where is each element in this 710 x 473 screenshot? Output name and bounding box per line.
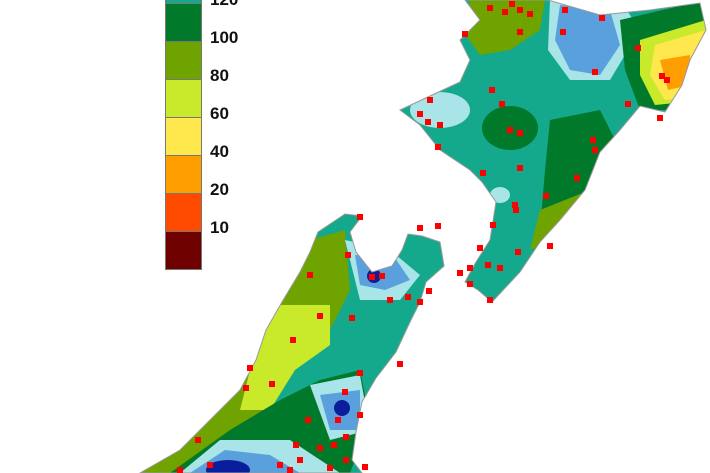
station-marker [592, 69, 598, 75]
station-marker [397, 361, 403, 367]
station-marker [664, 77, 670, 83]
station-marker [467, 281, 473, 287]
station-marker [417, 299, 423, 305]
station-marker [517, 165, 523, 171]
station-marker [467, 265, 473, 271]
station-marker [560, 29, 566, 35]
station-marker [369, 274, 375, 280]
station-marker [362, 464, 368, 470]
legend-swatch [165, 42, 202, 80]
station-marker [489, 87, 495, 93]
station-marker [177, 467, 183, 473]
station-markers [177, 1, 670, 473]
station-marker [426, 288, 432, 294]
station-marker [287, 467, 293, 473]
station-marker [387, 297, 393, 303]
station-marker [509, 1, 515, 7]
station-marker [343, 457, 349, 463]
station-marker [427, 97, 433, 103]
station-marker [562, 7, 568, 13]
legend-swatch [165, 80, 202, 118]
legend-swatch [165, 4, 202, 42]
station-marker [512, 202, 518, 208]
station-marker [515, 249, 521, 255]
station-marker [462, 31, 468, 37]
legend-label: 40 [210, 142, 229, 161]
legend-label: 100 [210, 28, 239, 47]
station-marker [480, 170, 486, 176]
station-marker [599, 15, 605, 21]
station-marker [547, 243, 553, 249]
station-marker [435, 223, 441, 229]
station-marker [625, 101, 631, 107]
station-marker [517, 130, 523, 136]
station-marker [592, 147, 598, 153]
station-marker [517, 29, 523, 35]
station-marker [317, 313, 323, 319]
legend-label: 60 [210, 104, 229, 123]
station-marker [477, 245, 483, 251]
station-marker [269, 381, 275, 387]
station-marker [357, 214, 363, 220]
legend: 120 100 80 60 40 20 10 [165, 0, 238, 270]
station-marker [243, 385, 249, 391]
legend-swatch-top [165, 0, 202, 4]
station-marker [507, 127, 513, 133]
station-marker [490, 222, 496, 228]
station-marker [349, 315, 355, 321]
legend-swatch [165, 194, 202, 232]
station-marker [497, 265, 503, 271]
station-marker [574, 175, 580, 181]
station-marker [543, 193, 549, 199]
station-marker [357, 412, 363, 418]
station-marker [417, 225, 423, 231]
station-marker [343, 434, 349, 440]
legend-label: 80 [210, 66, 229, 85]
station-marker [379, 273, 385, 279]
station-marker [345, 252, 351, 258]
station-marker [437, 122, 443, 128]
station-marker [659, 73, 665, 79]
station-marker [293, 442, 299, 448]
station-marker [485, 262, 491, 268]
station-marker [425, 119, 431, 125]
station-marker [517, 7, 523, 13]
legend-label: 120 [210, 0, 238, 10]
station-marker [307, 272, 313, 278]
station-marker [499, 101, 505, 107]
station-marker [335, 417, 341, 423]
station-marker [297, 457, 303, 463]
station-marker [405, 294, 411, 300]
station-marker [527, 11, 533, 17]
station-marker [327, 465, 333, 471]
station-marker [435, 144, 441, 150]
station-marker [635, 45, 641, 51]
station-marker [590, 137, 596, 143]
station-marker [207, 462, 213, 468]
station-marker [487, 5, 493, 11]
station-marker [331, 442, 337, 448]
station-marker [457, 270, 463, 276]
legend-swatch [165, 118, 202, 156]
station-marker [247, 365, 253, 371]
legend-swatch [165, 156, 202, 194]
legend-swatch [165, 232, 202, 270]
station-marker [305, 417, 311, 423]
station-marker [195, 437, 201, 443]
station-marker [487, 297, 493, 303]
legend-label: 10 [210, 218, 229, 237]
station-marker [277, 462, 283, 468]
station-marker [342, 389, 348, 395]
legend-label: 20 [210, 180, 229, 199]
station-marker [657, 115, 663, 121]
station-marker [417, 111, 423, 117]
station-marker [357, 370, 363, 376]
station-marker [513, 207, 519, 213]
station-marker [290, 337, 296, 343]
station-marker [502, 9, 508, 15]
station-marker [317, 445, 323, 451]
